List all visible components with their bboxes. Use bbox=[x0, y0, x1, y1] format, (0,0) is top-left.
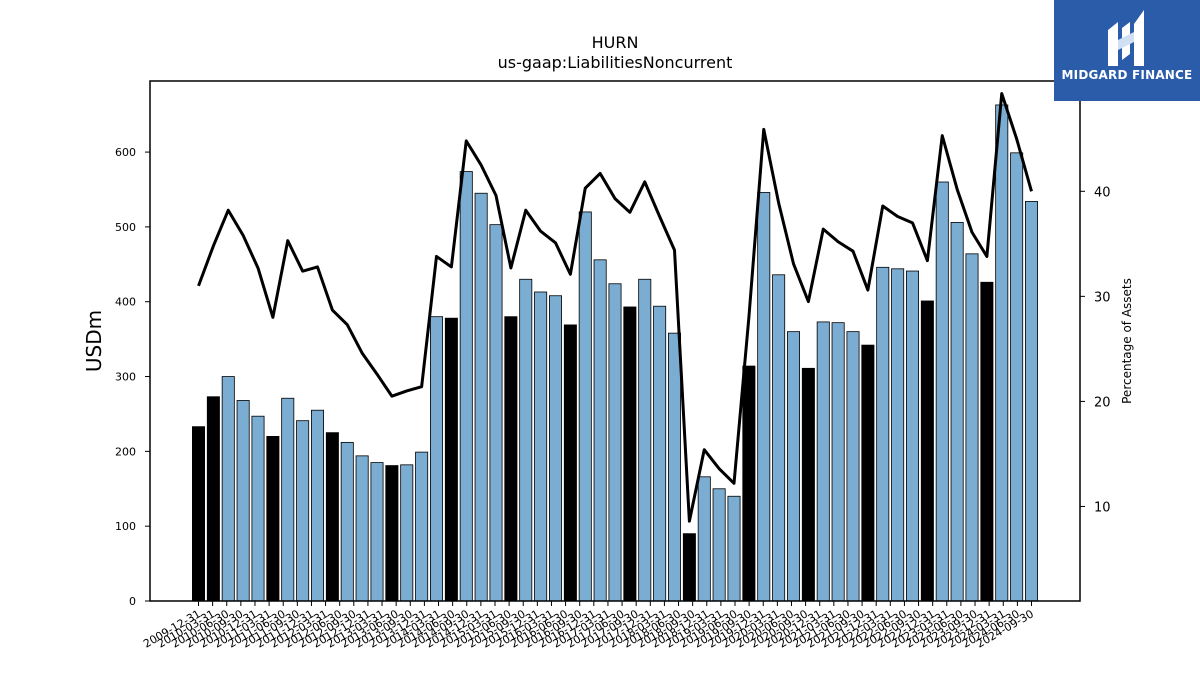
bar bbox=[459, 171, 473, 602]
bar bbox=[593, 259, 607, 602]
bar bbox=[608, 283, 622, 602]
bar bbox=[430, 316, 443, 602]
y-tick-label: 300 bbox=[115, 371, 136, 384]
bar bbox=[444, 317, 458, 602]
bar bbox=[682, 533, 696, 602]
bar bbox=[519, 278, 533, 602]
bar bbox=[757, 192, 771, 602]
bar bbox=[1025, 201, 1038, 602]
bar bbox=[281, 397, 295, 602]
bar bbox=[400, 464, 414, 602]
brand-logo: MIDGARD FINANCE bbox=[1054, 0, 1200, 101]
bar bbox=[980, 281, 994, 602]
y-tick-label: 500 bbox=[115, 221, 136, 234]
y2-tick-label: 20 bbox=[1094, 395, 1111, 410]
bar bbox=[221, 376, 235, 602]
plot-frame bbox=[149, 80, 1081, 602]
chart-subtitle: us-gaap:LiabilitiesNoncurrent bbox=[498, 53, 733, 72]
bar bbox=[906, 270, 919, 602]
bar bbox=[370, 462, 384, 602]
bar bbox=[549, 295, 562, 602]
bar bbox=[340, 441, 354, 602]
bar bbox=[266, 435, 280, 602]
bar bbox=[965, 253, 979, 602]
bar bbox=[311, 409, 324, 602]
y-tick-label: 400 bbox=[115, 296, 136, 309]
bar bbox=[1010, 152, 1024, 602]
bar bbox=[861, 344, 875, 602]
bar bbox=[772, 274, 786, 602]
bar bbox=[504, 316, 518, 602]
y2-tick-label: 30 bbox=[1094, 290, 1111, 305]
y-tick-label: 200 bbox=[115, 445, 136, 458]
bar bbox=[891, 268, 905, 602]
y-tick-label: 0 bbox=[129, 595, 136, 608]
bar bbox=[653, 305, 667, 602]
bar bbox=[474, 192, 488, 602]
bar bbox=[296, 420, 310, 602]
bar bbox=[192, 426, 205, 602]
y2-axis-label: Percentage of Assets bbox=[1120, 278, 1134, 404]
y-axis-label: USDm bbox=[82, 310, 106, 372]
bar bbox=[638, 278, 652, 602]
bar bbox=[816, 321, 830, 602]
y2-axis: 10 20 30 40 bbox=[1080, 185, 1111, 515]
y-tick-label: 600 bbox=[115, 146, 136, 159]
bar bbox=[236, 400, 250, 602]
bar bbox=[920, 300, 934, 602]
bar bbox=[668, 332, 681, 602]
bar bbox=[831, 322, 845, 602]
y-tick-label: 100 bbox=[115, 520, 136, 533]
x-axis: 2009-12-312010-03-312010-06-302010-09-30… bbox=[141, 601, 1036, 651]
bar bbox=[206, 396, 220, 602]
bar bbox=[787, 331, 800, 602]
bars-group bbox=[192, 104, 1038, 602]
bar bbox=[385, 465, 399, 602]
bar bbox=[325, 432, 339, 602]
bar bbox=[697, 476, 711, 602]
y2-tick-label: 40 bbox=[1094, 185, 1111, 200]
bar bbox=[415, 451, 429, 602]
y-axis: 0 100 200 300 400 500 600 bbox=[115, 146, 150, 608]
bar bbox=[742, 365, 756, 602]
bar bbox=[489, 224, 503, 602]
bar bbox=[801, 367, 815, 602]
y2-tick-label: 10 bbox=[1094, 500, 1111, 515]
bar bbox=[846, 331, 860, 602]
bar bbox=[727, 495, 741, 602]
bar bbox=[712, 488, 726, 602]
pct-of-assets-line bbox=[197, 92, 1033, 523]
bar bbox=[623, 306, 637, 602]
bar bbox=[935, 181, 949, 602]
bar bbox=[355, 455, 369, 602]
bar bbox=[578, 211, 592, 602]
logo-text: MIDGARD FINANCE bbox=[1061, 68, 1193, 82]
bar bbox=[876, 266, 890, 602]
bar bbox=[563, 324, 577, 602]
bar bbox=[950, 222, 964, 602]
midgard-logo-icon bbox=[1108, 10, 1144, 66]
bar bbox=[534, 291, 548, 602]
chart-title: HURN bbox=[592, 33, 639, 52]
pct-line-group bbox=[197, 92, 1033, 523]
bar bbox=[995, 104, 1009, 602]
bar bbox=[251, 415, 265, 602]
